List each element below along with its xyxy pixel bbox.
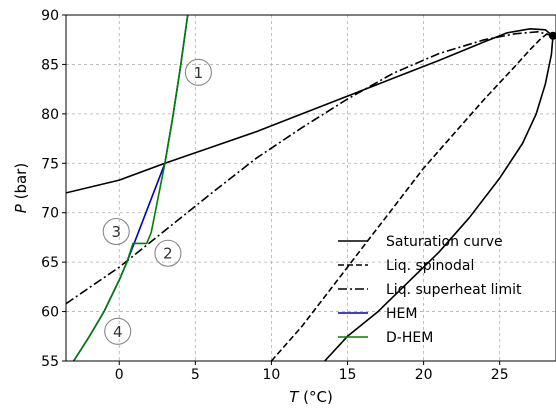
- series-d-hem-line: [72, 15, 189, 361]
- plot-frame: [65, 14, 556, 362]
- series-hem-line: [72, 15, 189, 361]
- critical-point-marker: [548, 31, 556, 40]
- annotation-circle: [184, 58, 212, 86]
- annotation-circle: [102, 217, 130, 246]
- y-tick-label: 90: [41, 8, 59, 24]
- legend-label: HEM: [386, 306, 417, 322]
- plot-area: [66, 15, 556, 361]
- annotation-label: 4: [113, 323, 123, 341]
- legend-item: Saturation curve: [338, 234, 503, 250]
- grid: [66, 14, 556, 362]
- annotation-label: 3: [111, 223, 121, 241]
- region-annotations: 1 2 3 4: [102, 58, 212, 345]
- region-annotation: 4: [104, 317, 132, 345]
- legend-label: Liq. spinodal: [386, 258, 474, 274]
- y-tick-label: 80: [41, 107, 59, 123]
- y-tick-label: 55: [41, 354, 59, 370]
- series-saturation-curve-line: [66, 28, 554, 361]
- legend-label: Liq. superheat limit: [386, 282, 522, 298]
- legend-item: HEM: [338, 306, 417, 322]
- y-axis: 55 60 65 70 75 80 85 90: [41, 8, 66, 370]
- annotation-label: 2: [163, 245, 173, 263]
- annotation-circle: [154, 239, 182, 267]
- x-axis: 0 5 10 15 20 25: [115, 361, 509, 383]
- legend-item: Liq. superheat limit: [338, 282, 522, 298]
- legend-label: D-HEM: [386, 330, 433, 346]
- x-tick-label: 25: [491, 367, 509, 383]
- legend-item: Liq. spinodal: [338, 258, 474, 274]
- legend-label: Saturation curve: [386, 234, 503, 250]
- y-tick-label: 65: [41, 255, 59, 271]
- annotation-circle: [104, 317, 132, 345]
- y-tick-label: 85: [41, 57, 59, 73]
- region-annotation: 2: [154, 239, 182, 267]
- x-tick-label: 5: [191, 367, 200, 383]
- y-tick-label: 60: [41, 305, 59, 321]
- y-axis-label: P (bar): [12, 163, 30, 213]
- region-annotation: 3: [102, 217, 130, 246]
- series-liq-superheat-limit-line: [66, 31, 554, 305]
- x-tick-label: 10: [263, 367, 281, 383]
- y-tick-label: 70: [41, 206, 59, 222]
- x-tick-label: 0: [115, 367, 124, 383]
- x-tick-label: 15: [339, 367, 357, 383]
- y-tick-label: 75: [41, 156, 59, 172]
- legend-item: D-HEM: [338, 330, 433, 346]
- x-axis-label: T (°C): [289, 388, 333, 406]
- region-annotation: 1: [184, 58, 212, 86]
- series-liq-spinodal-line: [270, 31, 554, 361]
- x-tick-label: 20: [415, 367, 433, 383]
- legend: Saturation curve Liq. spinodal Liq. superh…: [338, 234, 522, 346]
- annotation-label: 1: [194, 64, 204, 82]
